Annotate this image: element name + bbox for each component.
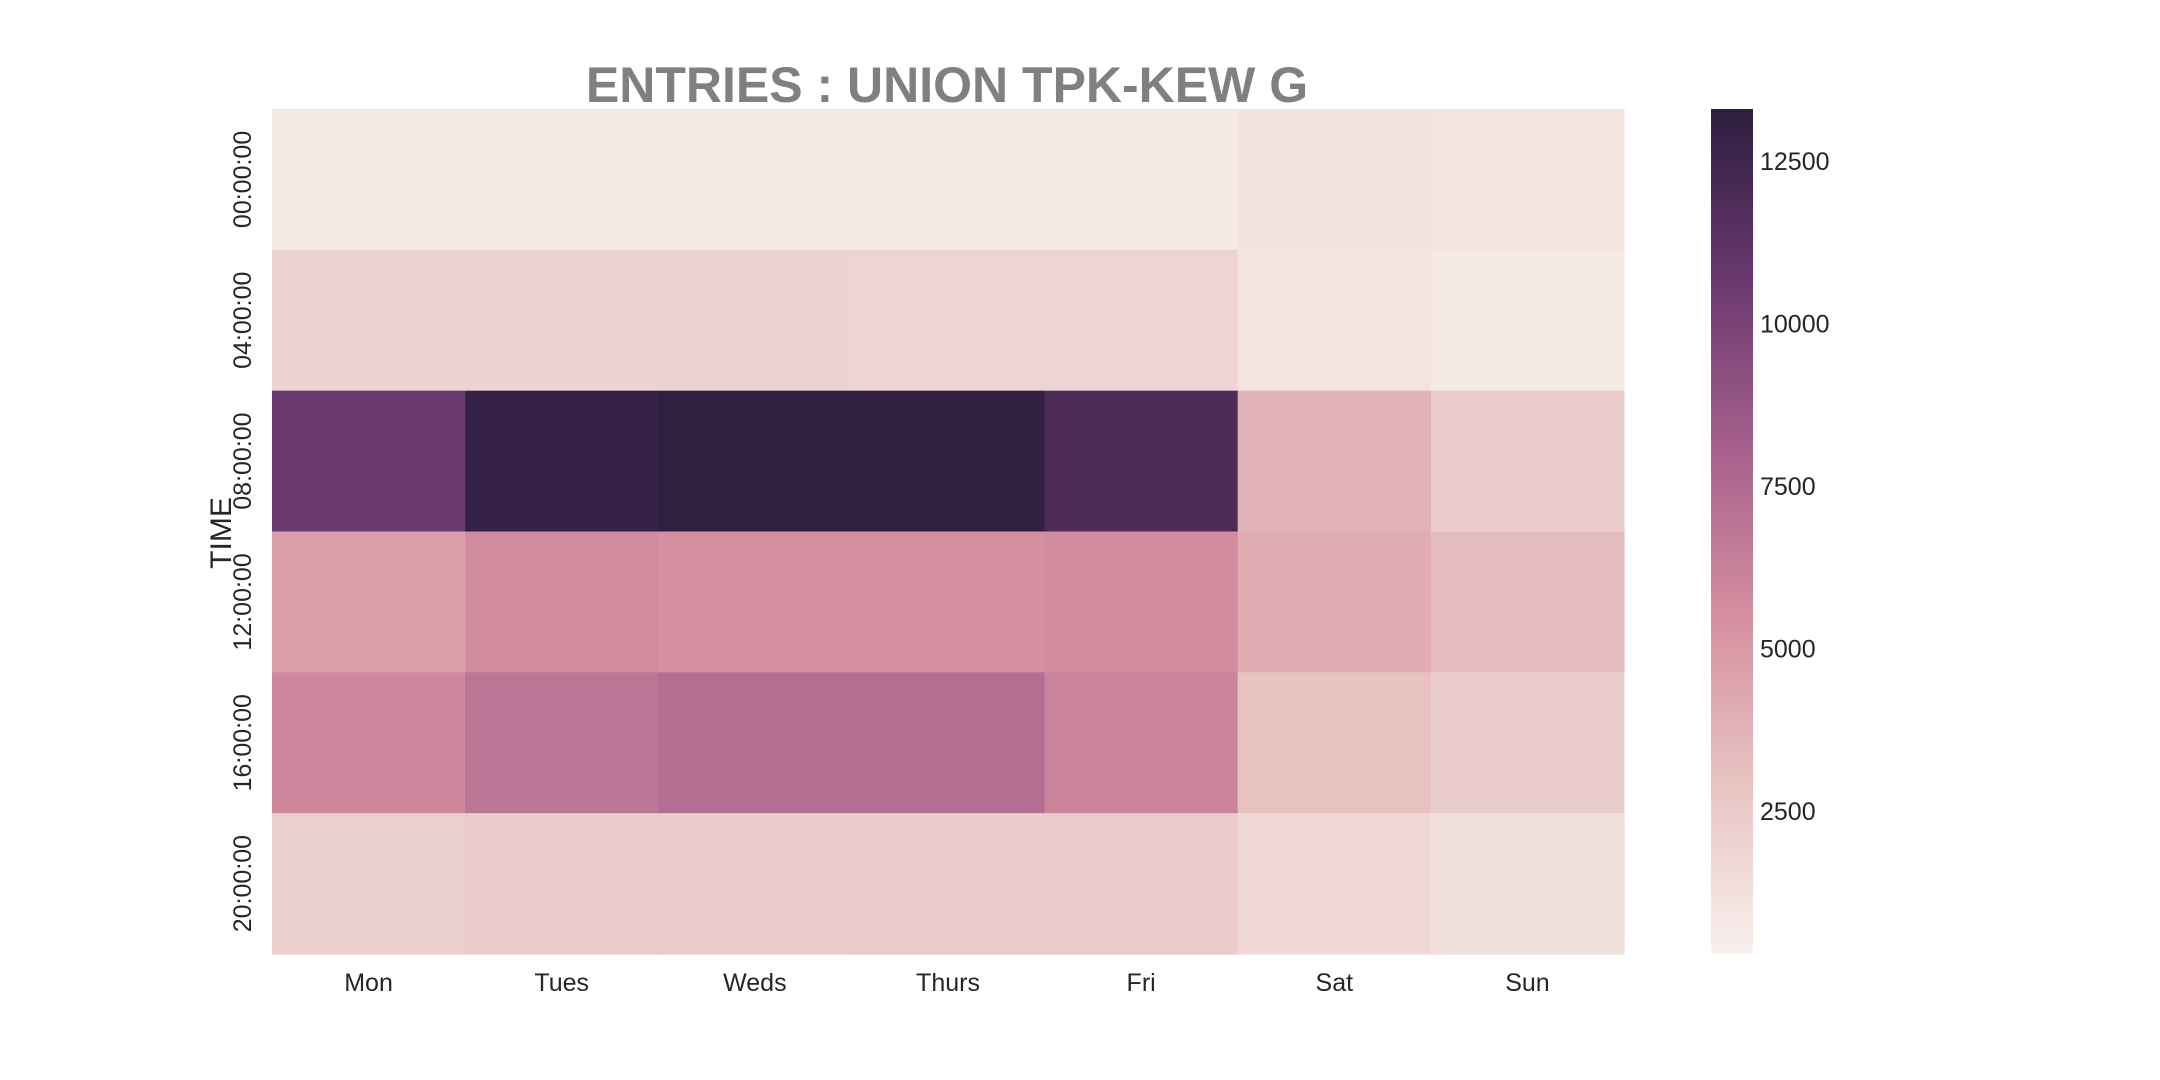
heatmap-cell — [851, 531, 1046, 673]
heatmap-cell — [1430, 249, 1625, 392]
heatmap-cell — [1044, 109, 1239, 251]
heatmap-cell — [1044, 813, 1239, 955]
heatmap-cell — [658, 109, 853, 251]
heatmap-cell — [272, 672, 466, 814]
heatmap-cell — [851, 672, 1046, 814]
heatmap-cell — [1237, 249, 1432, 392]
heatmap-cell — [1044, 390, 1239, 533]
heatmap-cell — [1237, 672, 1432, 814]
y-axis-label: TIME — [205, 497, 238, 569]
heatmap-cell — [658, 813, 853, 955]
heatmap-cell — [465, 109, 659, 251]
heatmap-cell — [1044, 672, 1239, 814]
colorbar-tick-label: 12500 — [1760, 148, 1830, 176]
y-tick-label: 00:00:00 — [229, 131, 257, 228]
y-tick-labels: 00:00:00 04:00:00 08:00:00 12:00:00 16:00:00… — [229, 131, 257, 932]
heatmap-cell — [1044, 249, 1239, 392]
colorbar-tick-label: 10000 — [1760, 311, 1830, 339]
x-tick-label: Mon — [344, 969, 393, 997]
heatmap-cell — [272, 249, 466, 392]
heatmap-cell — [1237, 390, 1432, 533]
y-tick-label: 12:00:00 — [229, 553, 257, 650]
heatmap-cell — [1430, 109, 1625, 251]
heatmap-cell — [658, 249, 853, 392]
colorbar-tick-label: 7500 — [1760, 473, 1816, 501]
x-tick-labels: Mon Tues Weds Thurs Fri Sat Sun — [344, 969, 1549, 997]
heatmap-cell — [465, 813, 659, 955]
x-tick-label: Thurs — [916, 969, 980, 997]
heatmap-cell — [658, 390, 853, 533]
x-tick-label: Sat — [1316, 969, 1354, 997]
heatmap-cell — [272, 109, 466, 251]
heatmap-cell — [658, 531, 853, 673]
colorbar-tick-label: 5000 — [1760, 636, 1816, 664]
x-tick-label: Tues — [534, 969, 589, 997]
colorbar-tick-labels: 2500 5000 7500 10000 12500 — [1760, 148, 1830, 826]
x-tick-label: Fri — [1127, 969, 1156, 997]
heatmap-cell — [1430, 531, 1625, 673]
y-tick-label: 20:00:00 — [229, 835, 257, 932]
chart-title: ENTRIES : UNION TPK-KEW G — [586, 57, 1308, 113]
heatmap-cell — [272, 813, 466, 955]
heatmap-cell — [851, 109, 1046, 251]
colorbar-tick-label: 2500 — [1760, 798, 1816, 826]
heatmap-cell — [851, 249, 1046, 392]
heatmap-cell — [1430, 813, 1625, 955]
heatmap-cell — [465, 390, 659, 533]
heatmap-cell — [1237, 109, 1432, 251]
heatmap-cell — [1237, 813, 1432, 955]
heatmap-cell — [272, 531, 466, 673]
heatmap-cell — [465, 531, 659, 673]
heatmap-cell — [658, 672, 853, 814]
heatmap-cell — [465, 249, 659, 392]
heatmap-cell — [272, 390, 466, 533]
heatmap-cells — [272, 109, 1625, 955]
y-tick-label: 16:00:00 — [229, 694, 257, 791]
y-tick-label: 08:00:00 — [229, 412, 257, 509]
heatmap-cell — [1237, 531, 1432, 673]
x-tick-label: Sun — [1505, 969, 1549, 997]
y-tick-label: 04:00:00 — [229, 272, 257, 369]
heatmap-cell — [851, 813, 1046, 955]
heatmap-cell — [465, 672, 659, 814]
heatmap-cell — [1430, 672, 1625, 814]
heatmap-cell — [1430, 390, 1625, 533]
heatmap-cell — [1044, 531, 1239, 673]
colorbar — [1711, 109, 1753, 954]
x-tick-label: Weds — [723, 969, 786, 997]
heatmap-cell — [851, 390, 1046, 533]
